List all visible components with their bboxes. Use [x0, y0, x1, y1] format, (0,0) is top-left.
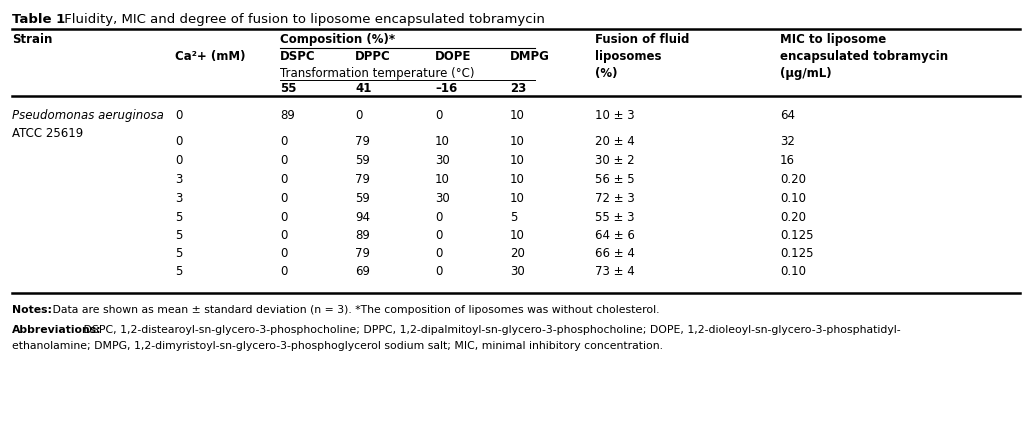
Text: 59: 59: [355, 192, 369, 205]
Text: ATCC 25619: ATCC 25619: [12, 127, 84, 140]
Text: 10: 10: [510, 173, 525, 186]
Text: Fusion of fluid: Fusion of fluid: [595, 33, 689, 46]
Text: DSPC: DSPC: [280, 50, 316, 63]
Text: 0: 0: [280, 247, 287, 260]
Text: 0: 0: [280, 265, 287, 278]
Text: 0: 0: [280, 192, 287, 205]
Text: 10: 10: [436, 135, 450, 148]
Text: 55 ± 3: 55 ± 3: [595, 211, 635, 224]
Text: Strain: Strain: [12, 33, 53, 46]
Text: 30 ± 2: 30 ± 2: [595, 154, 635, 167]
Text: 0: 0: [280, 229, 287, 242]
Text: 55: 55: [280, 82, 296, 95]
Text: 56 ± 5: 56 ± 5: [595, 173, 635, 186]
Text: 0: 0: [175, 109, 183, 122]
Text: 5: 5: [175, 247, 183, 260]
Text: DSPC, 1,2-distearoyl-sn-glycero-3-phosphocholine; DPPC, 1,2-dipalmitoyl-sn-glyce: DSPC, 1,2-distearoyl-sn-glycero-3-phosph…: [80, 325, 901, 335]
Text: 0: 0: [280, 211, 287, 224]
Text: 10: 10: [510, 192, 525, 205]
Text: 0.125: 0.125: [780, 247, 813, 260]
Text: 0: 0: [280, 154, 287, 167]
Text: 0.10: 0.10: [780, 265, 806, 278]
Text: 16: 16: [780, 154, 795, 167]
Text: 10: 10: [510, 154, 525, 167]
Text: 0: 0: [436, 265, 443, 278]
Text: (%): (%): [595, 67, 617, 80]
Text: 0: 0: [175, 154, 183, 167]
Text: 66 ± 4: 66 ± 4: [595, 247, 635, 260]
Text: 5: 5: [510, 211, 517, 224]
Text: 0.125: 0.125: [780, 229, 813, 242]
Text: 5: 5: [175, 211, 183, 224]
Text: 3: 3: [175, 192, 183, 205]
Text: 73 ± 4: 73 ± 4: [595, 265, 635, 278]
Text: Data are shown as mean ± standard deviation (n = 3). *The composition of liposom: Data are shown as mean ± standard deviat…: [49, 305, 659, 315]
Text: Table 1: Table 1: [12, 13, 65, 26]
Text: 10: 10: [510, 229, 525, 242]
Text: liposomes: liposomes: [595, 50, 662, 63]
Text: Composition (%)*: Composition (%)*: [280, 33, 395, 46]
Text: 72 ± 3: 72 ± 3: [595, 192, 635, 205]
Text: 20: 20: [510, 247, 525, 260]
Text: 0: 0: [436, 109, 443, 122]
Text: encapsulated tobramycin: encapsulated tobramycin: [780, 50, 948, 63]
Text: (μg/mL): (μg/mL): [780, 67, 832, 80]
Text: 59: 59: [355, 154, 369, 167]
Text: 0: 0: [280, 135, 287, 148]
Text: 89: 89: [355, 229, 369, 242]
Text: 5: 5: [175, 229, 183, 242]
Text: DPPC: DPPC: [355, 50, 391, 63]
Text: 64: 64: [780, 109, 795, 122]
Text: DMPG: DMPG: [510, 50, 550, 63]
Text: 89: 89: [280, 109, 295, 122]
Text: DOPE: DOPE: [436, 50, 472, 63]
Text: 32: 32: [780, 135, 795, 148]
Text: 0: 0: [355, 109, 362, 122]
Text: MIC to liposome: MIC to liposome: [780, 33, 886, 46]
Text: 23: 23: [510, 82, 526, 95]
Text: 64 ± 6: 64 ± 6: [595, 229, 635, 242]
Text: 79: 79: [355, 247, 370, 260]
Text: 0.20: 0.20: [780, 211, 806, 224]
Text: 94: 94: [355, 211, 370, 224]
Text: 10: 10: [510, 135, 525, 148]
Text: 30: 30: [436, 154, 450, 167]
Text: 79: 79: [355, 135, 370, 148]
Text: 5: 5: [175, 265, 183, 278]
Text: 79: 79: [355, 173, 370, 186]
Text: Abbreviations:: Abbreviations:: [12, 325, 101, 335]
Text: 30: 30: [436, 192, 450, 205]
Text: 3: 3: [175, 173, 183, 186]
Text: Ca²+ (mM): Ca²+ (mM): [175, 50, 246, 63]
Text: 20 ± 4: 20 ± 4: [595, 135, 635, 148]
Text: –16: –16: [436, 82, 457, 95]
Text: Transformation temperature (°C): Transformation temperature (°C): [280, 67, 475, 80]
Text: 0: 0: [175, 135, 183, 148]
Text: 10 ± 3: 10 ± 3: [595, 109, 635, 122]
Text: Pseudomonas aeruginosa: Pseudomonas aeruginosa: [12, 109, 164, 122]
Text: 0.10: 0.10: [780, 192, 806, 205]
Text: 0: 0: [436, 229, 443, 242]
Text: ethanolamine; DMPG, 1,2-dimyristoyl-sn-glycero-3-phosphoglycerol sodium salt; MI: ethanolamine; DMPG, 1,2-dimyristoyl-sn-g…: [12, 341, 663, 351]
Text: Notes:: Notes:: [12, 305, 52, 315]
Text: 10: 10: [510, 109, 525, 122]
Text: 69: 69: [355, 265, 370, 278]
Text: Fluidity, MIC and degree of fusion to liposome encapsulated tobramycin: Fluidity, MIC and degree of fusion to li…: [60, 13, 545, 26]
Text: 41: 41: [355, 82, 372, 95]
Text: 0.20: 0.20: [780, 173, 806, 186]
Text: 0: 0: [436, 247, 443, 260]
Text: 0: 0: [436, 211, 443, 224]
Text: 0: 0: [280, 173, 287, 186]
Text: 10: 10: [436, 173, 450, 186]
Text: 30: 30: [510, 265, 524, 278]
